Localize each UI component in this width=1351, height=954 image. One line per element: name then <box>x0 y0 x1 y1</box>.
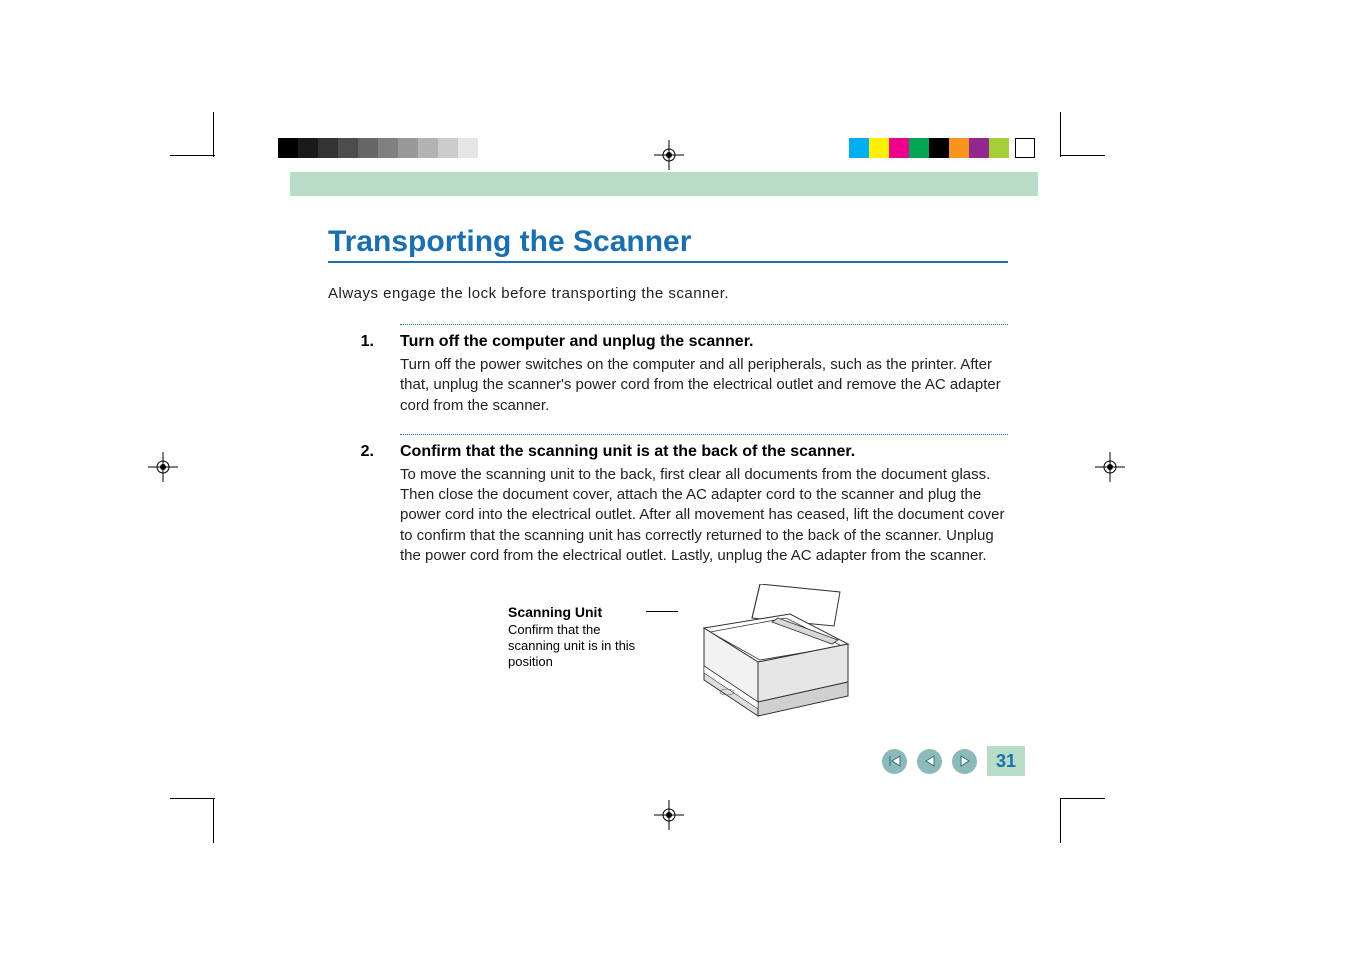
step-heading: Confirm that the scanning unit is at the… <box>400 443 1008 461</box>
step-number: 1. <box>328 333 400 416</box>
step-2: 2. Confirm that the scanning unit is at … <box>328 443 1008 566</box>
registration-mark <box>1095 452 1125 487</box>
dotted-rule <box>400 324 1008 325</box>
next-icon <box>958 754 972 768</box>
scanner-illustration <box>682 584 862 744</box>
crop-mark <box>170 155 215 156</box>
rewind-icon <box>888 754 902 768</box>
scanner-diagram: Scanning Unit Confirm that the scanning … <box>508 584 1008 744</box>
crop-mark <box>1060 112 1061 157</box>
step-1: 1. Turn off the computer and unplug the … <box>328 333 1008 416</box>
registration-mark <box>148 452 178 487</box>
registration-mark <box>654 140 684 175</box>
nav-prev-button[interactable] <box>917 749 942 774</box>
crop-mark <box>213 112 214 157</box>
grayscale-calibration-bar <box>278 138 478 158</box>
dotted-rule <box>400 434 1008 435</box>
nav-first-button[interactable] <box>882 749 907 774</box>
crop-mark <box>170 798 215 799</box>
page-number: 31 <box>987 746 1025 776</box>
page-footer: 31 <box>882 746 1025 776</box>
color-calibration-bar <box>849 138 1009 158</box>
crop-mark <box>1060 155 1105 156</box>
page-content: Transporting the Scanner Always engage t… <box>328 225 1008 744</box>
crop-mark <box>1060 798 1061 843</box>
callout-text: Confirm that the scanning unit is in thi… <box>508 622 638 671</box>
callout-heading: Scanning Unit <box>508 604 638 622</box>
crop-mark <box>213 798 214 843</box>
step-text: To move the scanning unit to the back, f… <box>400 465 1008 566</box>
title-underline <box>328 261 1008 263</box>
registration-mark <box>654 800 684 835</box>
step-number: 2. <box>328 443 400 566</box>
callout-leader-line <box>646 611 678 612</box>
white-square <box>1015 138 1035 158</box>
intro-text: Always engage the lock before transporti… <box>328 285 1008 302</box>
crop-mark <box>1060 798 1105 799</box>
step-heading: Turn off the computer and unplug the sca… <box>400 333 1008 351</box>
nav-next-button[interactable] <box>952 749 977 774</box>
page-title: Transporting the Scanner <box>328 225 1008 259</box>
header-stripe <box>290 172 1038 196</box>
step-text: Turn off the power switches on the compu… <box>400 355 1008 416</box>
prev-icon <box>923 754 937 768</box>
